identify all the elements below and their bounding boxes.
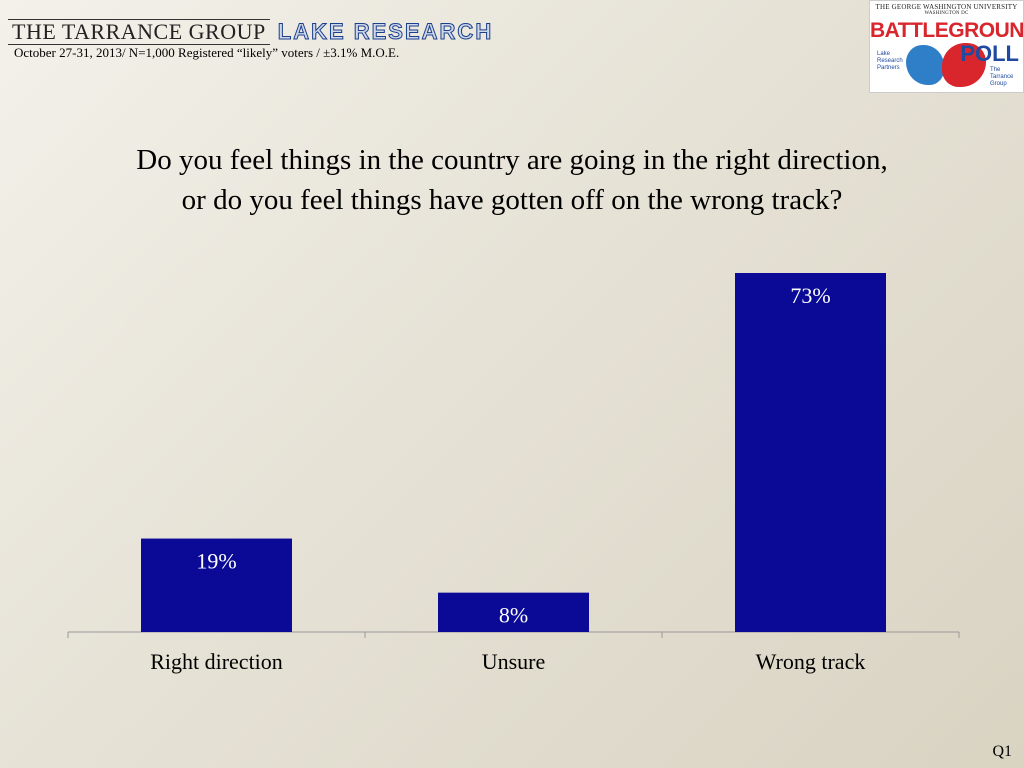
category-label: Wrong track	[756, 649, 866, 674]
logo-poll: POLL	[960, 41, 1019, 66]
data-label: 19%	[196, 549, 236, 574]
question-line-2: or do you feel things have gotten off on…	[181, 184, 843, 216]
question-title: Do you feel things in the country are go…	[0, 140, 1024, 220]
category-label: Unsure	[482, 649, 546, 674]
logo-title: BATTLEGROUND	[870, 19, 1024, 42]
donkey-icon	[906, 45, 944, 85]
logo-left-partner: Lake Research Partners	[877, 51, 903, 71]
data-label: 73%	[790, 283, 830, 308]
bar-wrong-track	[735, 273, 886, 632]
header-logos: THE TARRANCE GROUP LAKE RESEARCH	[8, 18, 493, 46]
data-label: 8%	[499, 603, 528, 628]
bar-right-direction	[141, 538, 292, 632]
bar-unsure	[438, 592, 589, 632]
tarrance-group-logo: THE TARRANCE GROUP	[8, 19, 270, 45]
battleground-poll-logo: THE GEORGE WASHINGTON UNIVERSITY WASHING…	[869, 0, 1024, 93]
logo-right-partner: The Tarrance Group	[990, 67, 1014, 87]
category-label: Right direction	[150, 649, 283, 674]
logo-university: THE GEORGE WASHINGTON UNIVERSITY	[875, 3, 1018, 11]
question-code: Q1	[992, 743, 1012, 760]
lake-research-logo: LAKE RESEARCH	[277, 19, 494, 45]
question-line-1: Do you feel things in the country are go…	[136, 144, 888, 176]
logo-city: WASHINGTON DC	[924, 11, 969, 16]
survey-subtitle: October 27-31, 2013/ N=1,000 Registered …	[14, 45, 400, 60]
